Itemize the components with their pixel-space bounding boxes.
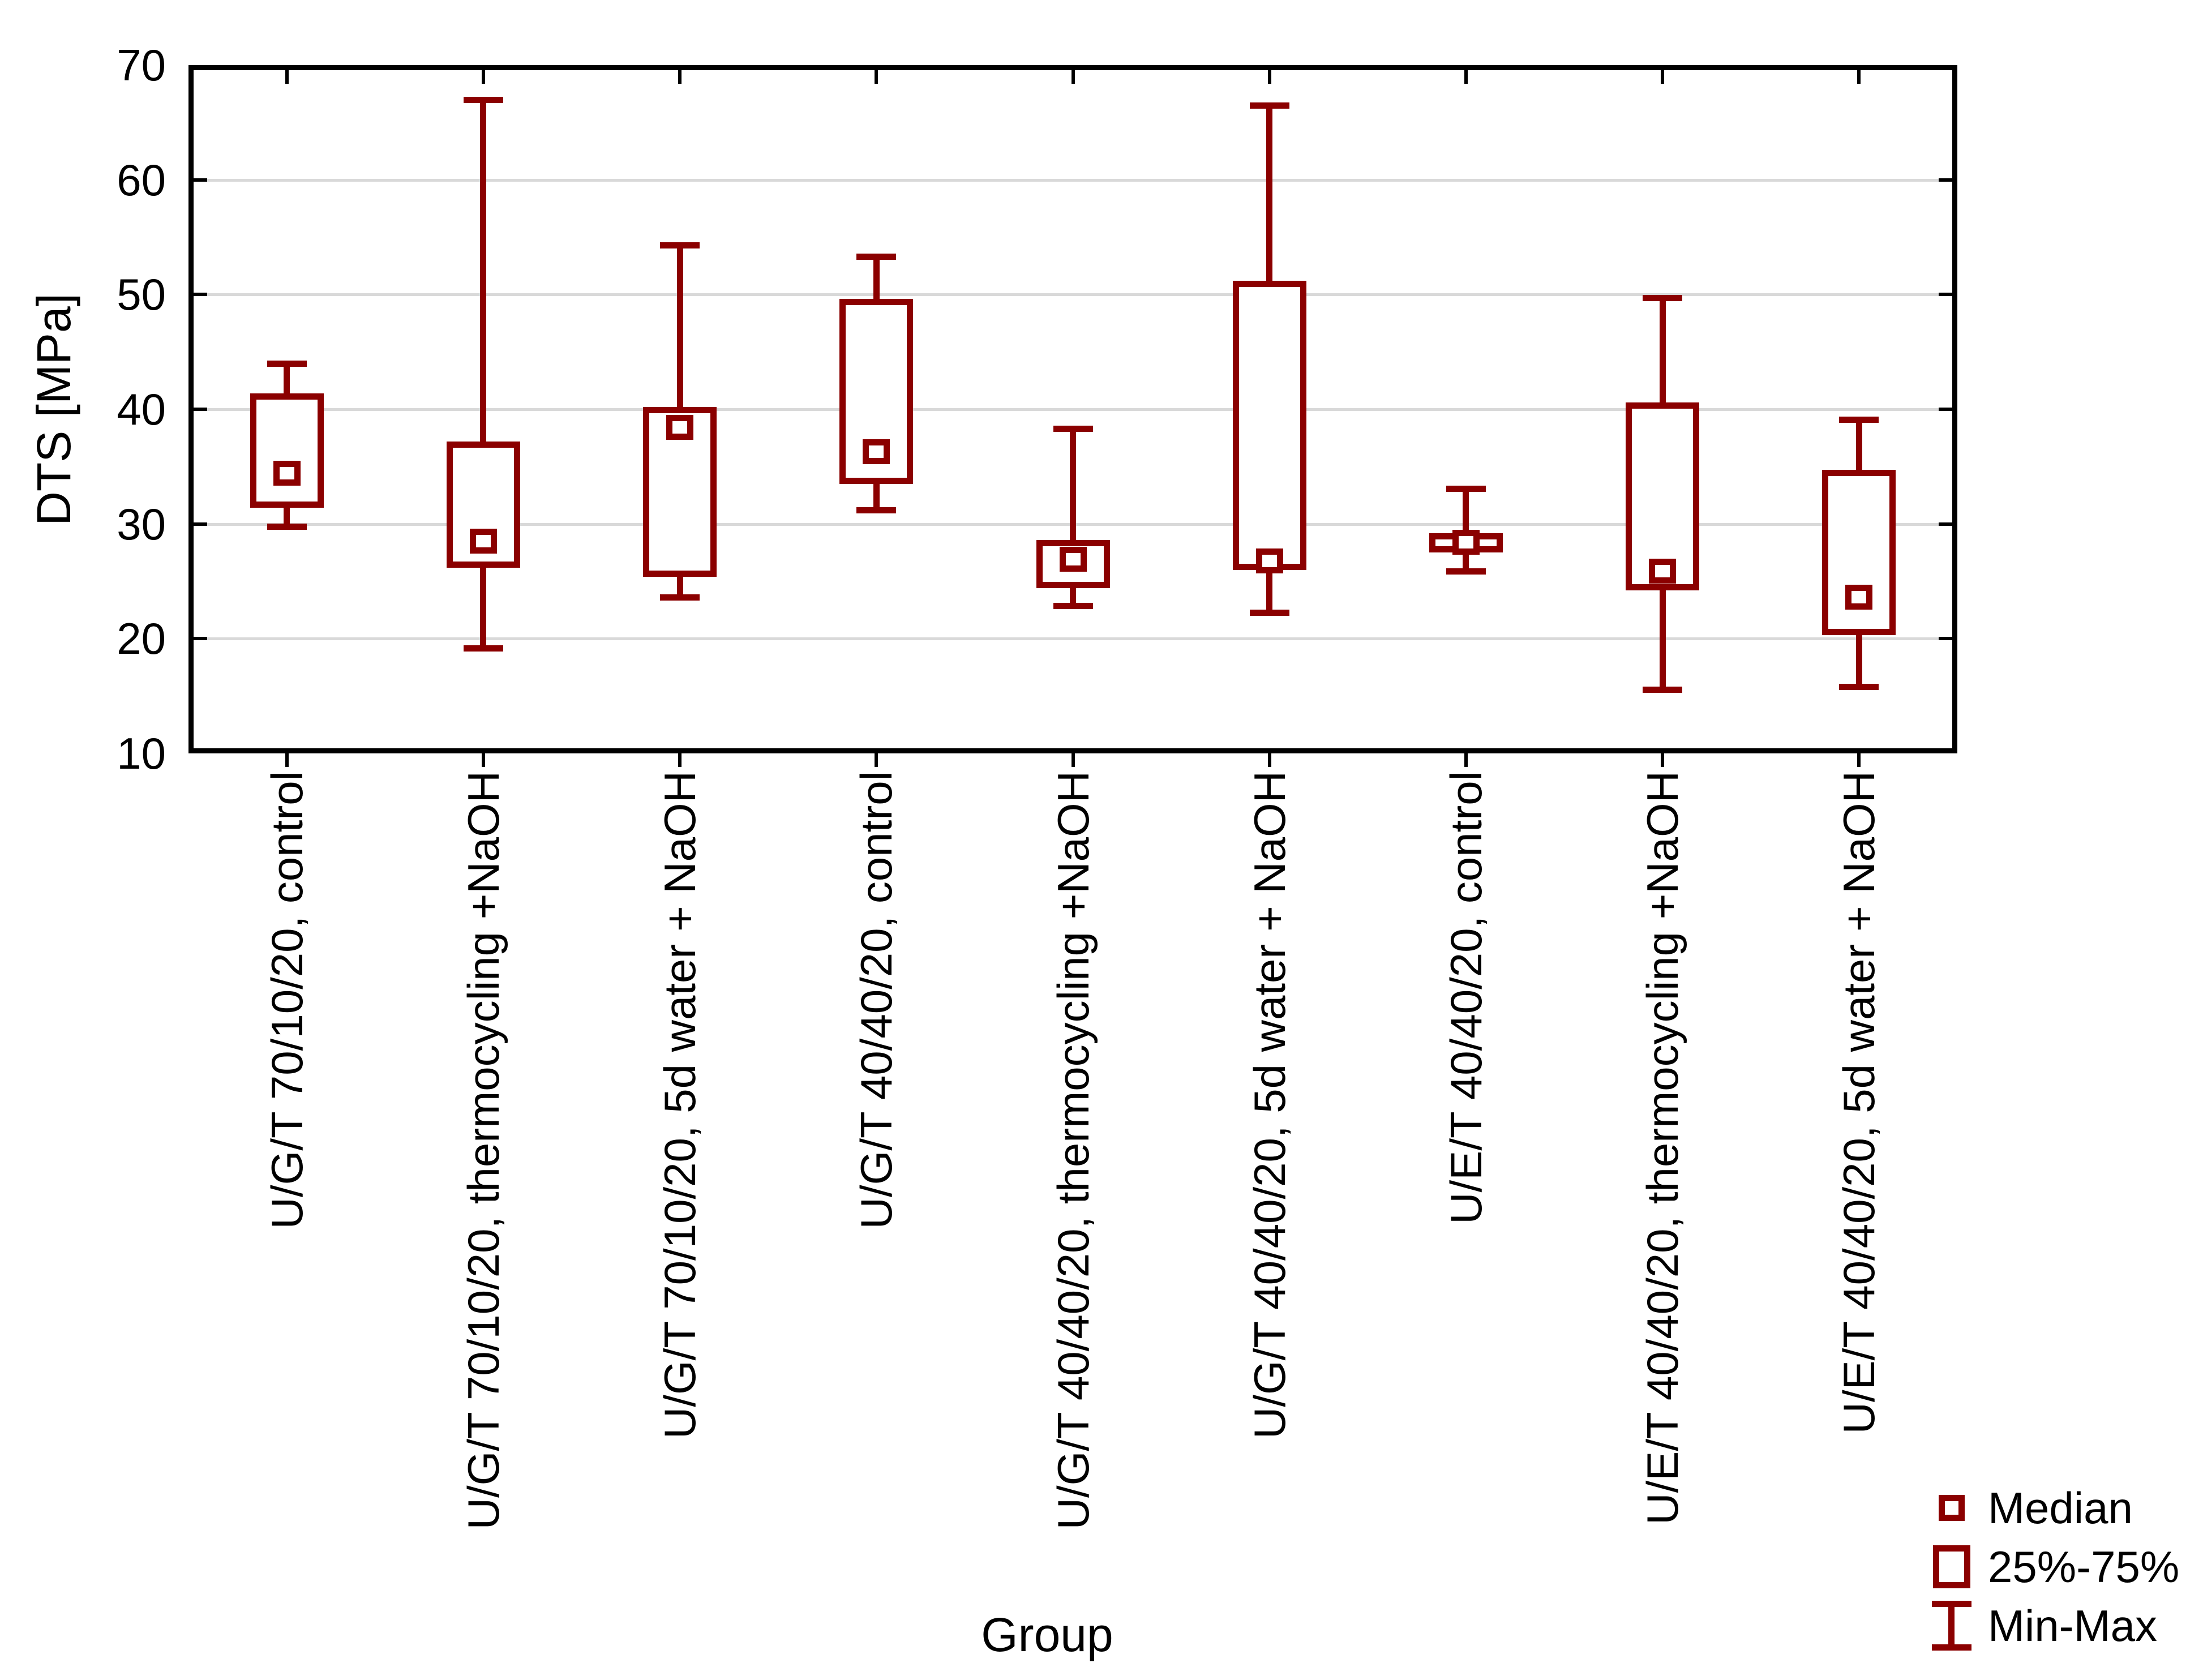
x-tick-label: U/G/T 40/40/20, thermocycling +NaOH: [1048, 771, 1098, 1530]
x-tick-label: U/E/T 40/40/20, thermocycling +NaOH: [1638, 771, 1688, 1525]
y-tick-left: [194, 637, 207, 641]
legend-label-iqr: 25%-75%: [1988, 1541, 2180, 1592]
y-tick-left: [194, 408, 207, 411]
x-tick-bottom: [481, 753, 485, 767]
y-tick-label: 40: [117, 384, 166, 434]
whisker-cap-min: [1249, 609, 1289, 616]
whisker-line: [1463, 488, 1469, 571]
x-tick-bottom: [1071, 753, 1075, 767]
whisker-cap-max: [463, 96, 503, 103]
x-tick-bottom: [678, 753, 682, 767]
whisker-line: [480, 99, 487, 648]
x-tick-bottom: [1464, 753, 1468, 767]
whisker-cap-max: [660, 242, 700, 249]
legend-row-iqr: 25%-75%: [1923, 1537, 2179, 1596]
whisker-line: [1070, 428, 1076, 606]
legend-label-median: Median: [1988, 1482, 2133, 1533]
y-tick-right: [1939, 522, 1952, 526]
x-tick-top: [678, 70, 682, 84]
minmax-cap-top: [1932, 1601, 1971, 1607]
gridline: [194, 293, 1952, 297]
median-marker: [1649, 558, 1677, 584]
y-tick-right: [1939, 178, 1952, 182]
x-tick-label: U/G/T 70/10/20, 5d water + NaOH: [655, 771, 705, 1439]
x-tick-bottom: [1857, 753, 1861, 767]
minmax-whisker-icon: [1932, 1601, 1971, 1651]
whisker-cap-min: [856, 507, 897, 514]
whisker-cap-min: [1839, 684, 1879, 691]
median-marker: [863, 439, 890, 464]
median-marker: [273, 461, 301, 486]
x-tick-top: [1857, 70, 1861, 84]
x-tick-top: [481, 70, 485, 84]
y-axis-title: DTS [MPa]: [20, 65, 88, 753]
plot-frame: [188, 65, 1957, 753]
whisker-cap-max: [1839, 417, 1879, 423]
minmax-cap-bottom: [1932, 1644, 1971, 1651]
y-tick-label: 10: [117, 728, 166, 778]
median-marker: [1059, 547, 1087, 572]
median-marker: [1255, 548, 1283, 573]
y-tick-label: 70: [117, 40, 166, 90]
gridline: [194, 637, 1952, 641]
iqr-box: [1232, 281, 1306, 570]
legend-label-minmax: Min-Max: [1988, 1600, 2158, 1651]
legend: Median 25%-75% Min-Max: [1923, 1478, 2179, 1655]
y-axis-title-text: DTS [MPa]: [27, 293, 80, 526]
x-axis-title: Group: [981, 1608, 1113, 1661]
median-marker: [1452, 530, 1480, 555]
x-tick-bottom: [285, 753, 289, 767]
y-tick-label: 30: [117, 499, 166, 549]
x-tick-bottom: [1661, 753, 1665, 767]
iqr-box: [250, 393, 324, 508]
x-tick-top: [1267, 70, 1271, 84]
whisker-cap-min: [463, 645, 503, 652]
x-tick-label: U/E/T 40/40/20, 5d water + NaOH: [1834, 771, 1884, 1434]
x-tick-bottom: [875, 753, 878, 767]
x-tick-top: [1071, 70, 1075, 84]
iqr-box-icon: [1933, 1545, 1970, 1588]
y-tick-right: [1939, 293, 1952, 297]
x-tick-top: [875, 70, 878, 84]
y-tick-label: 60: [117, 155, 166, 205]
whisker-cap-max: [1249, 102, 1289, 109]
whisker-cap-max: [1053, 426, 1093, 432]
x-tick-bottom: [1267, 753, 1271, 767]
whisker-cap-min: [660, 594, 700, 601]
legend-row-median: Median: [1923, 1478, 2179, 1537]
y-tick-label: 20: [117, 614, 166, 664]
whisker-cap-max: [267, 360, 307, 367]
whisker-cap-max: [1446, 485, 1486, 492]
whisker-cap-min: [1053, 602, 1093, 609]
legend-row-minmax: Min-Max: [1923, 1596, 2179, 1655]
y-tick-left: [194, 293, 207, 297]
gridline: [194, 408, 1952, 411]
whisker-cap-max: [856, 254, 897, 260]
x-tick-label: U/G/T 70/10/20, control: [262, 771, 312, 1229]
median-marker: [469, 529, 497, 554]
x-tick-label: U/E/T 40/40/20, control: [1441, 771, 1491, 1224]
gridline: [194, 178, 1952, 182]
iqr-box: [1822, 470, 1896, 636]
x-tick-top: [285, 70, 289, 84]
whisker-cap-min: [1643, 686, 1683, 693]
x-tick-top: [1661, 70, 1665, 84]
x-tick-label: U/G/T 70/10/20, thermocycling +NaOH: [458, 771, 508, 1530]
y-tick-left: [194, 178, 207, 182]
median-square-icon: [1939, 1495, 1965, 1521]
median-marker: [1845, 585, 1873, 610]
y-tick-right: [1939, 637, 1952, 641]
y-tick-label: 50: [117, 269, 166, 320]
median-marker: [666, 415, 694, 440]
x-tick-label: U/G/T 40/40/20, 5d water + NaOH: [1244, 771, 1295, 1439]
minmax-stem: [1948, 1601, 1955, 1651]
whisker-cap-min: [267, 523, 307, 530]
whisker-cap-max: [1643, 295, 1683, 302]
y-tick-right: [1939, 408, 1952, 411]
x-tick-top: [1464, 70, 1468, 84]
y-tick-left: [194, 522, 207, 526]
whisker-cap-min: [1446, 568, 1486, 575]
x-tick-label: U/G/T 40/40/20, control: [851, 771, 902, 1229]
